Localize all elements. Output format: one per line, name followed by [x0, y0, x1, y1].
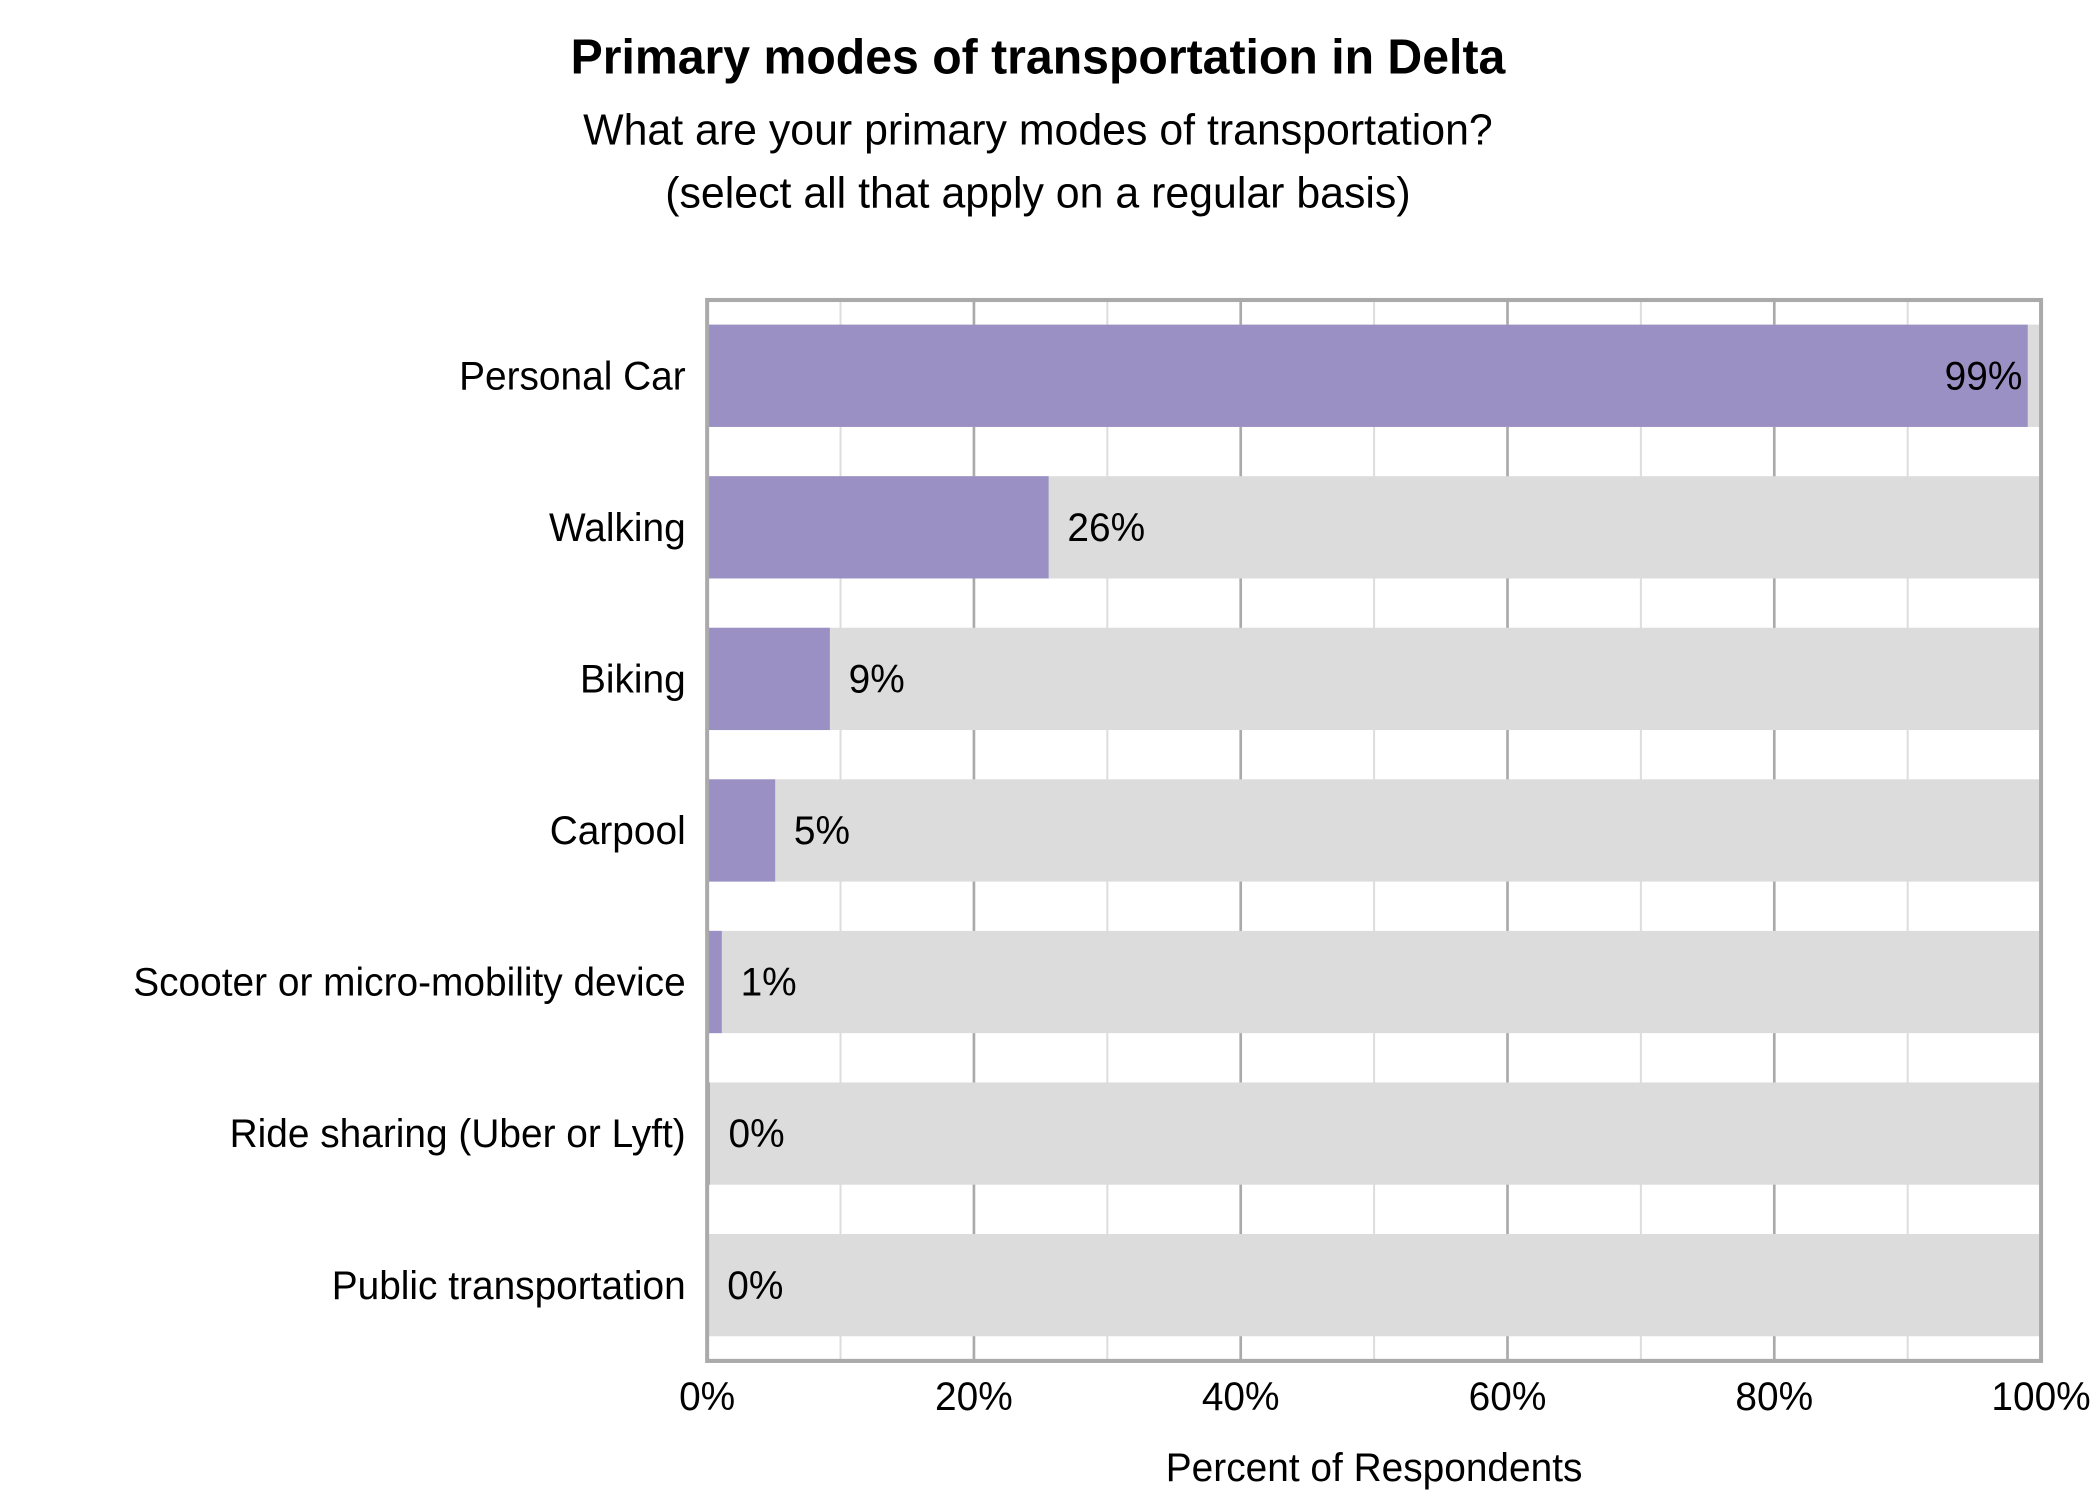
category-label: Biking: [580, 658, 686, 701]
category-label: Scooter or micro-mobility device: [133, 961, 685, 1004]
x-tick-label: 0%: [679, 1376, 735, 1419]
bar: [707, 627, 830, 731]
data-label: 9%: [849, 658, 905, 701]
x-axis-label: Percent of Respondents: [1166, 1447, 1583, 1490]
x-tick-label: 40%: [1202, 1376, 1280, 1419]
x-tick-label: 80%: [1735, 1376, 1813, 1419]
bar: [707, 779, 776, 882]
bar: [707, 930, 722, 1034]
data-label: 0%: [729, 1113, 785, 1156]
data-label: 5%: [794, 810, 850, 853]
category-label: Ride sharing (Uber or Lyft): [230, 1113, 686, 1156]
background-bar: [707, 930, 2042, 1034]
category-label: Carpool: [550, 810, 686, 853]
chart-subtitle-line-1: What are your primary modes of transport…: [583, 106, 1493, 154]
x-tick-label: 60%: [1469, 1376, 1547, 1419]
background-bar: [707, 1082, 2042, 1185]
background-bar: [707, 1233, 2042, 1337]
plot-frame: [705, 297, 2044, 1363]
data-label: 1%: [741, 961, 797, 1004]
data-label: 26%: [1067, 507, 1145, 550]
background-bar: [707, 779, 2042, 882]
bar: [707, 324, 2028, 427]
category-label: Personal Car: [459, 355, 686, 398]
chart-subtitle-line-2: (select all that apply on a regular basi…: [665, 169, 1410, 217]
bar: [707, 476, 1049, 579]
x-tick-label: 20%: [935, 1376, 1013, 1419]
data-label: 99%: [1945, 355, 2023, 398]
x-tick-label: 100%: [1991, 1376, 2090, 1419]
category-label: Walking: [549, 507, 686, 550]
plot-area: Personal Car 99% Walking 26% Biking 9% Carpool…: [133, 297, 2091, 1419]
chart-title: Primary modes of transportation in Delta: [571, 30, 1507, 84]
data-label: 0%: [727, 1264, 783, 1307]
background-bar: [707, 627, 2042, 731]
category-label: Public transportation: [332, 1264, 686, 1307]
